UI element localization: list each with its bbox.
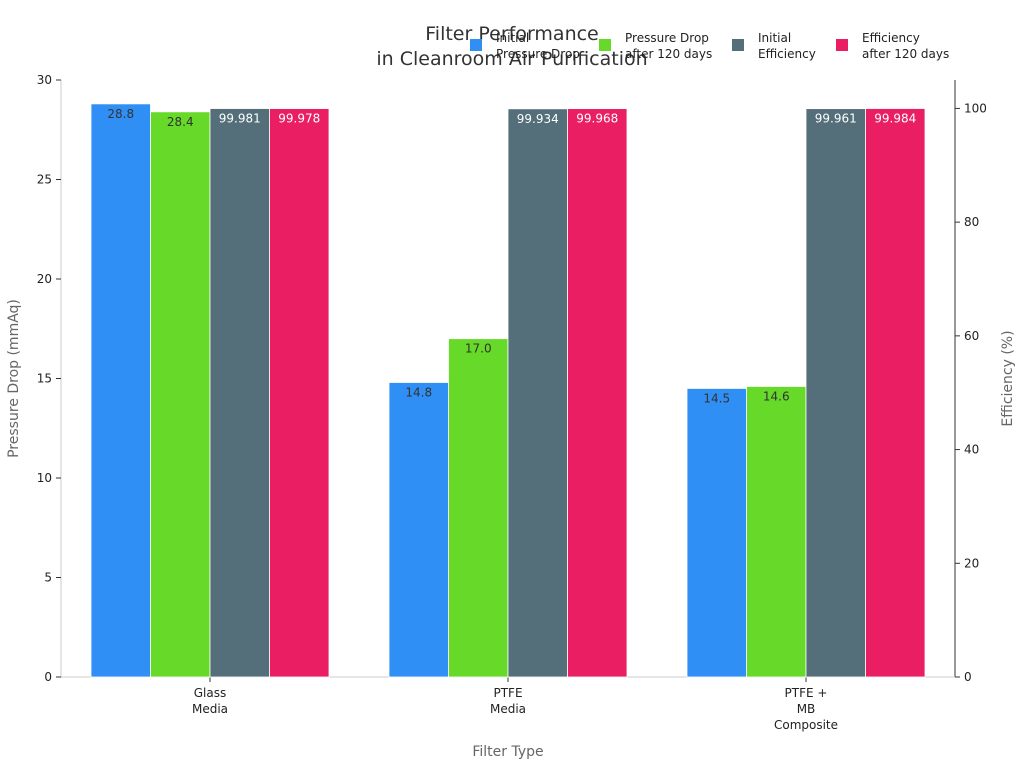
chart-title-line: Filter Performance (425, 23, 599, 45)
legend: Initial Pressure Drop Pressure Drop after 1… (470, 31, 949, 61)
legend-swatch (836, 39, 848, 51)
x-tick-label-line: Media (192, 702, 228, 716)
right-tick-label: 40 (964, 443, 979, 457)
bar-value-label: 14.6 (763, 389, 790, 403)
legend-label: Initial Pressure Drop (496, 31, 580, 61)
bar-value-label: 99.984 (874, 112, 916, 126)
right-tick-label: 20 (964, 556, 979, 570)
x-tick-label-line: Media (490, 702, 526, 716)
legend-label: Pressure Drop after 120 days (625, 31, 712, 61)
bar-value-label: 14.8 (405, 385, 432, 399)
right-tick-label: 100 (964, 101, 987, 115)
left-tick-label: 20 (37, 272, 52, 286)
legend-swatch (599, 39, 611, 51)
legend-label: Efficiency after 120 days (862, 31, 949, 61)
right-axis-title: Efficiency (%) (1000, 330, 1016, 426)
bar (209, 108, 270, 678)
legend-label-line: Pressure Drop (625, 31, 709, 45)
x-tick-label: Glass Media (192, 686, 228, 716)
right-tick-label: 0 (964, 670, 972, 684)
left-axis-title: Pressure Drop (mmAq) (6, 299, 22, 458)
x-axis-title: Filter Type (472, 744, 543, 760)
x-tick-label-line: Glass (194, 686, 227, 700)
bar-value-label: 28.8 (107, 107, 134, 121)
right-tick-label: 60 (964, 329, 979, 343)
x-tick-label: PTFE Media (490, 686, 526, 716)
bar (805, 108, 866, 678)
bar-value-label: 99.934 (517, 112, 559, 126)
bar-value-label: 28.4 (167, 115, 194, 129)
bar-value-label: 99.981 (219, 112, 261, 126)
bar (865, 108, 926, 678)
bar-value-label: 99.978 (278, 112, 320, 126)
bar (567, 108, 628, 678)
legend-label-line: after 120 days (625, 47, 712, 61)
left-tick-label: 10 (37, 471, 52, 485)
bar-value-label: 17.0 (465, 342, 492, 356)
x-tick-label: PTFE + MB Composite (774, 686, 838, 732)
bar (388, 382, 449, 678)
x-tick-label-line: PTFE + (785, 686, 828, 700)
legend-label-line: Initial (496, 31, 529, 45)
legend-label-line: Efficiency (862, 31, 920, 45)
bar-value-label: 99.968 (576, 112, 618, 126)
bar-labels: 28.8 28.4 99.981 99.978 14.8 17.0 99.934 99.968… (107, 107, 916, 406)
legend-swatch (732, 39, 744, 51)
bar (269, 108, 330, 678)
legend-swatch (470, 39, 482, 51)
chart-title-line: in Cleanroom Air Purification (376, 48, 647, 70)
titles: Filter Type Pressure Drop (mmAq) Efficienc… (6, 23, 1016, 760)
x-tick-label-line: Composite (774, 718, 838, 732)
bar (90, 103, 151, 678)
x-tick-label-line: PTFE (493, 686, 522, 700)
right-tick-label: 80 (964, 215, 979, 229)
bar-value-label: 99.961 (815, 112, 857, 126)
left-tick-label: 0 (44, 670, 52, 684)
x-tick-label-line: MB (797, 702, 816, 716)
bar (746, 386, 807, 678)
legend-label-line: Efficiency (758, 47, 816, 61)
bar (507, 108, 568, 678)
chart-title: Filter Performance in Cleanroom Air Purif… (376, 23, 647, 70)
left-tick-label: 5 (44, 571, 52, 585)
bar (150, 111, 211, 678)
legend-label-line: Initial (758, 31, 791, 45)
legend-label: Initial Efficiency (758, 31, 816, 61)
legend-label-line: after 120 days (862, 47, 949, 61)
bar-value-label: 14.5 (703, 391, 730, 405)
bars (90, 103, 926, 678)
bar (448, 338, 509, 678)
bar (686, 388, 747, 678)
left-tick-label: 30 (37, 73, 52, 87)
left-tick-label: 15 (37, 372, 52, 386)
legend-label-line: Pressure Drop (496, 47, 580, 61)
left-tick-label: 25 (37, 173, 52, 187)
